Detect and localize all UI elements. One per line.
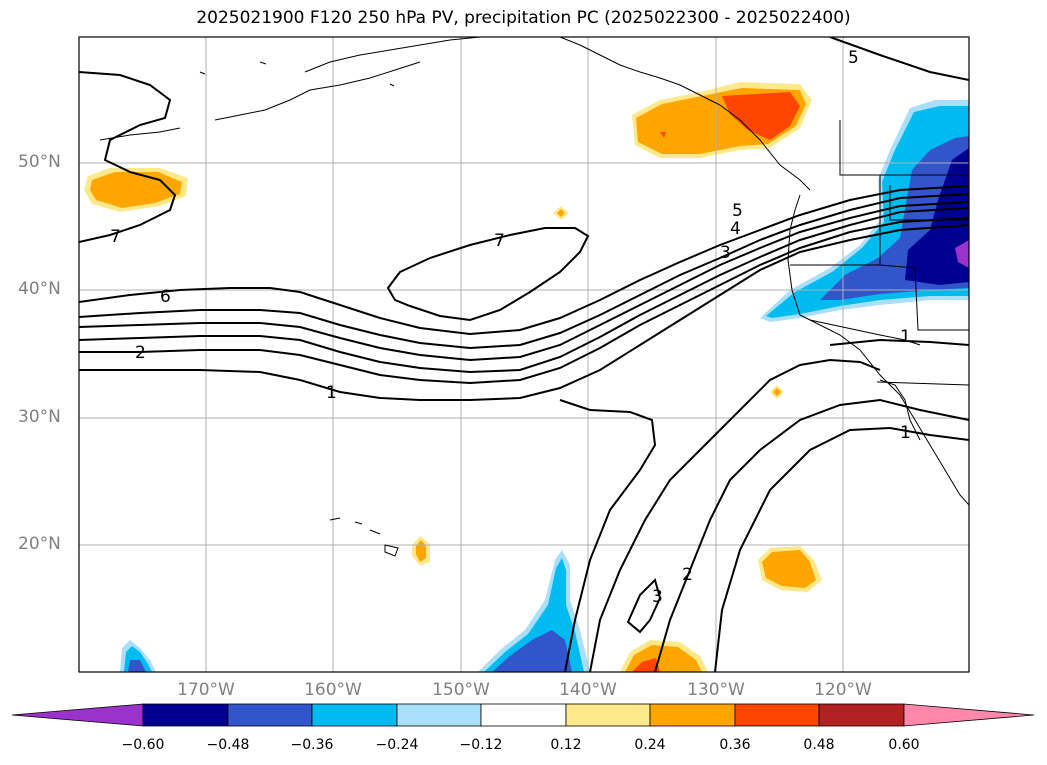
colorbar-bin [649, 703, 736, 727]
contour-label: 2 [682, 565, 693, 585]
contour-label: 6 [160, 287, 171, 307]
contour-label: 7 [494, 231, 505, 251]
colorbar-tick-label: 0.24 [634, 737, 666, 753]
colorbar-bin [396, 703, 482, 727]
map-frame [78, 36, 970, 673]
contour-label: 3 [720, 243, 731, 263]
colorbar-bin [818, 703, 905, 727]
contour-label: 5 [848, 48, 859, 68]
gridlines [79, 37, 969, 672]
lat-label: 40°N [18, 279, 61, 299]
colorbar-tick-label: 0.48 [803, 737, 835, 753]
colorbar-tick-label: 0.36 [719, 737, 751, 753]
lat-label: 20°N [18, 534, 61, 554]
colorbar-tick-label: −0.24 [375, 737, 419, 753]
colorbar [11, 703, 1035, 727]
lat-label: 50°N [18, 152, 61, 172]
lon-label: 150°W [432, 680, 490, 700]
colorbar-bin [142, 703, 229, 727]
colorbar-bin [734, 703, 820, 727]
colorbar-tick-label: 0.60 [888, 737, 920, 753]
colorbar-bin [480, 703, 567, 727]
colorbar-tick-label: −0.60 [121, 737, 165, 753]
lat-label: 30°N [18, 407, 61, 427]
colorbar-tick-label: −0.48 [206, 737, 250, 753]
contour-label: 4 [730, 219, 741, 239]
colorbar-bin [227, 703, 313, 727]
colorbar-tick-label: 0.12 [550, 737, 582, 753]
contour-label: 5 [732, 201, 743, 221]
precipitation-fill-layer [84, 82, 969, 672]
colorbar-extend-low [11, 703, 144, 727]
pv-contour-layer [79, 37, 969, 672]
contour-label: 7 [110, 227, 121, 247]
colorbar-extend-high [903, 703, 1035, 727]
lon-label: 160°W [304, 680, 362, 700]
lon-label: 140°W [559, 680, 617, 700]
contour-label: 1 [900, 327, 911, 347]
colorbar-tick-label: −0.12 [459, 737, 503, 753]
contour-label: 1 [900, 423, 911, 443]
pv-contour-labels: 7 6 2 7 1 5 4 3 5 1 1 2 3 [110, 48, 911, 607]
map-title: 2025021900 F120 250 hPa PV, precipitatio… [196, 8, 851, 28]
colorbar-bin [311, 703, 398, 727]
colorbar-tick-label: −0.36 [290, 737, 334, 753]
contour-label: 1 [326, 383, 337, 403]
contour-label: 3 [652, 587, 663, 607]
lon-label: 170°W [177, 680, 235, 700]
colorbar-bin [565, 703, 651, 727]
lon-label: 130°W [687, 680, 745, 700]
contour-label: 2 [135, 343, 146, 363]
lon-label: 120°W [814, 680, 872, 700]
